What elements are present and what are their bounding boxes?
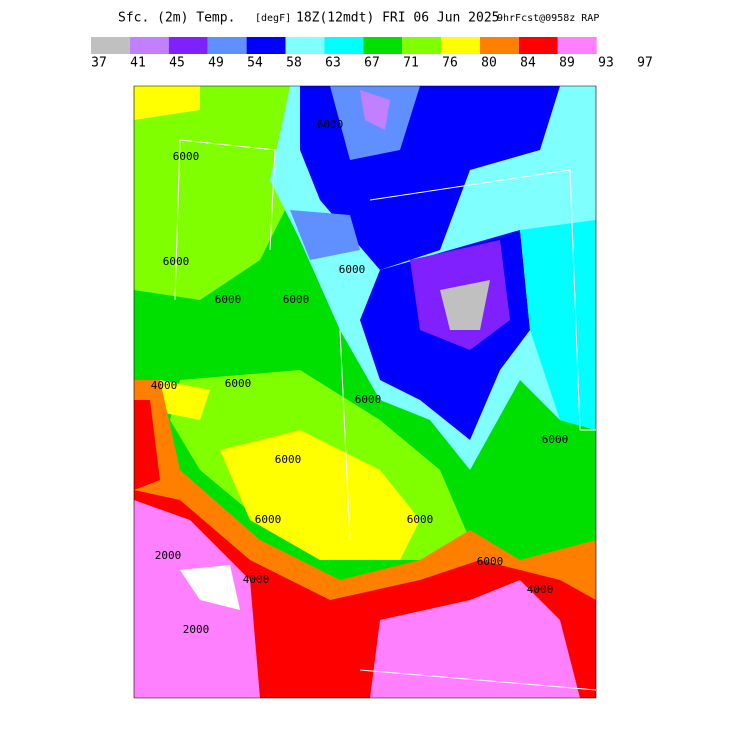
colorbar-box	[129, 37, 169, 54]
contour-label: 2000	[155, 549, 182, 562]
colorbar-box	[441, 37, 480, 54]
colorbar-label: 76	[442, 56, 458, 71]
contour-label: 6000	[225, 377, 252, 390]
colorbar-box	[557, 37, 597, 54]
colorbar-label: 84	[520, 56, 536, 71]
colorbar-box	[91, 37, 130, 54]
contour-label: 6000	[255, 513, 282, 526]
colorbar-label: 63	[325, 56, 341, 71]
map	[133, 85, 597, 699]
colorbar-label: 80	[481, 56, 497, 71]
colorbar: 37 41 45 49 54 58 63 67 71 76 80 84 89 93 97	[91, 37, 653, 71]
contour-label: 6000	[407, 513, 434, 526]
contour-label: 6000	[339, 263, 366, 276]
colorbar-box	[363, 37, 403, 54]
contour-label: 4000	[527, 583, 554, 596]
title: Sfc. (2m) Temp.	[118, 11, 235, 26]
colorbar-box	[207, 37, 247, 54]
colorbar-label: 37	[91, 56, 107, 71]
colorbar-label: 67	[364, 56, 380, 71]
contour-label: 6000	[215, 293, 242, 306]
contour-label: 2000	[183, 623, 210, 636]
colorbar-box	[324, 37, 364, 54]
contour-label: 6000	[283, 293, 310, 306]
contour-label: 4000	[243, 573, 270, 586]
contour-label: 6000	[477, 555, 504, 568]
valid-time: 18Z(12mdt) FRI 06 Jun 2025	[296, 11, 500, 26]
colorbar-label: 41	[130, 56, 146, 71]
colorbar-box	[285, 37, 325, 54]
units: [degF]	[255, 13, 291, 24]
contour-label: 6000	[173, 150, 200, 163]
colorbar-box	[246, 37, 286, 54]
colorbar-label: 49	[208, 56, 224, 71]
colorbar-label: 58	[286, 56, 302, 71]
colorbar-box	[480, 37, 519, 54]
colorbar-label: 45	[169, 56, 185, 71]
colorbar-label: 71	[403, 56, 419, 71]
contour-label: 6000	[163, 255, 190, 268]
colorbar-label: 89	[559, 56, 575, 71]
colorbar-box	[402, 37, 442, 54]
contour-label: 6000	[355, 393, 382, 406]
colorbar-label: 93	[598, 56, 614, 71]
colorbar-label: 97	[637, 56, 653, 71]
colorbar-box	[168, 37, 208, 54]
forecast: 9hrFcst@0958z RAP	[497, 13, 599, 24]
contour-label: 6000	[275, 453, 302, 466]
colorbar-box	[518, 37, 558, 54]
contour-label: 4000	[151, 379, 178, 392]
contour-label: 6000	[542, 433, 569, 446]
contour-labels: 6000 6000 6000 6000 6000 4000 6000 6000 6000 6000…	[151, 118, 569, 636]
contour-label: 6000	[317, 118, 344, 131]
colorbar-label: 54	[247, 56, 263, 71]
